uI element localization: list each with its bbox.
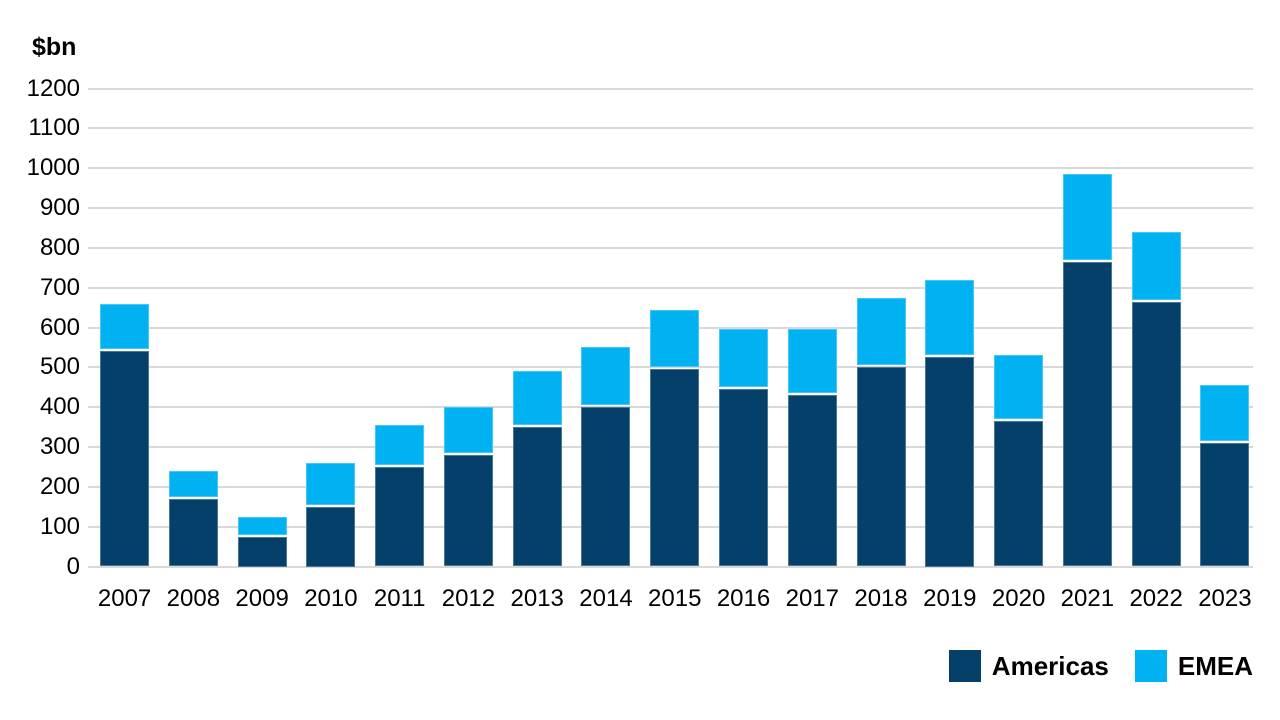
x-tick-label-2021: 2021 — [1060, 585, 1115, 612]
y-tick-label-0: 0 — [66, 552, 80, 580]
bar-2015-americas-segment — [650, 369, 700, 567]
bar-2023-emea-segment — [1200, 385, 1250, 441]
x-tick-label-2009: 2009 — [235, 585, 289, 612]
legend: Americas EMEA — [948, 648, 1253, 684]
gridline-1200 — [88, 87, 1253, 90]
x-tick-label-2015: 2015 — [648, 585, 702, 612]
gridline-1000 — [88, 167, 1253, 170]
bar-2014-americas-segment — [581, 407, 631, 567]
y-tick-label-1000: 1000 — [26, 154, 80, 182]
y-tick-label-700: 700 — [39, 273, 80, 301]
bar-2017-americas-segment — [787, 395, 837, 567]
bar-2010-americas-segment — [306, 506, 356, 567]
y-tick-label-200: 200 — [39, 472, 80, 500]
bar-2020-americas-segment — [994, 421, 1044, 567]
bar-2016-emea-segment — [719, 329, 769, 388]
gridline-1100 — [88, 127, 1253, 130]
x-tick-label-2012: 2012 — [441, 585, 496, 612]
bar-2008-americas-segment — [168, 498, 218, 567]
gridline-500 — [88, 366, 1253, 369]
y-axis-unit-label: $bn — [32, 33, 77, 61]
bar-2018-emea-segment — [856, 297, 906, 366]
bar-2022-emea-segment — [1131, 231, 1181, 300]
x-tick-label-2023: 2023 — [1198, 585, 1252, 612]
x-tick-label-2013: 2013 — [510, 585, 564, 612]
bar-2011-emea-segment — [375, 425, 425, 465]
bar-2013-americas-segment — [512, 427, 562, 567]
bar-2021-emea-segment — [1062, 174, 1112, 260]
x-tick-label-2017: 2017 — [785, 585, 839, 612]
y-tick-label-900: 900 — [39, 194, 80, 221]
bar-2017-emea-segment — [787, 329, 837, 394]
bar-2007-emea-segment — [100, 303, 150, 350]
y-tick-label-100: 100 — [39, 512, 80, 540]
bar-2013-emea-segment — [512, 371, 562, 426]
bar-2021-americas-segment — [1062, 261, 1112, 567]
legend-swatch-emea — [1134, 650, 1167, 682]
bar-2009-emea-segment — [237, 516, 287, 535]
x-tick-label-2010: 2010 — [304, 585, 358, 612]
bar-2015-emea-segment — [650, 309, 700, 368]
x-tick-label-2011: 2011 — [373, 585, 426, 612]
legend-item-americas: Americas — [948, 650, 1109, 682]
y-tick-label-300: 300 — [39, 433, 80, 460]
bar-2012-americas-segment — [443, 454, 493, 567]
y-tick-label-600: 600 — [39, 313, 80, 341]
bar-2014-emea-segment — [581, 347, 631, 406]
y-tick-label-1200: 1200 — [26, 74, 80, 102]
bar-2009-americas-segment — [237, 536, 287, 567]
bar-2022-americas-segment — [1131, 301, 1181, 567]
bar-2019-emea-segment — [925, 279, 975, 356]
legend-label-emea: EMEA — [1177, 650, 1253, 681]
x-tick-label-2018: 2018 — [854, 585, 908, 612]
y-tick-label-500: 500 — [39, 353, 80, 381]
bar-2018-americas-segment — [856, 367, 906, 567]
bar-2023-americas-segment — [1200, 443, 1250, 567]
gridline-0 — [88, 565, 1253, 568]
x-tick-label-2014: 2014 — [579, 585, 633, 612]
bar-2019-americas-segment — [925, 357, 975, 567]
legend-label-americas: Americas — [991, 650, 1109, 681]
bar-2011-americas-segment — [375, 466, 425, 567]
x-tick-label-2022: 2022 — [1129, 585, 1183, 612]
bar-2007-americas-segment — [100, 351, 150, 567]
bar-2016-americas-segment — [719, 389, 769, 567]
x-tick-label-2007: 2007 — [97, 585, 152, 612]
bar-2010-emea-segment — [306, 462, 356, 505]
gridline-800 — [88, 246, 1253, 249]
gridline-700 — [88, 286, 1253, 289]
x-tick-label-2020: 2020 — [991, 585, 1046, 612]
y-tick-label-1100: 1100 — [28, 114, 80, 142]
x-tick-label-2008: 2008 — [166, 585, 221, 612]
x-tick-label-2016: 2016 — [716, 585, 771, 612]
x-tick-label-2019: 2019 — [923, 585, 977, 612]
y-tick-label-400: 400 — [39, 393, 80, 421]
legend-swatch-americas — [948, 650, 981, 682]
legend-item-emea: EMEA — [1134, 650, 1253, 682]
bar-2020-emea-segment — [994, 355, 1044, 420]
y-tick-label-800: 800 — [39, 233, 80, 261]
bar-2008-emea-segment — [168, 470, 218, 497]
bar-2012-emea-segment — [443, 407, 493, 453]
gridline-900 — [88, 207, 1253, 209]
